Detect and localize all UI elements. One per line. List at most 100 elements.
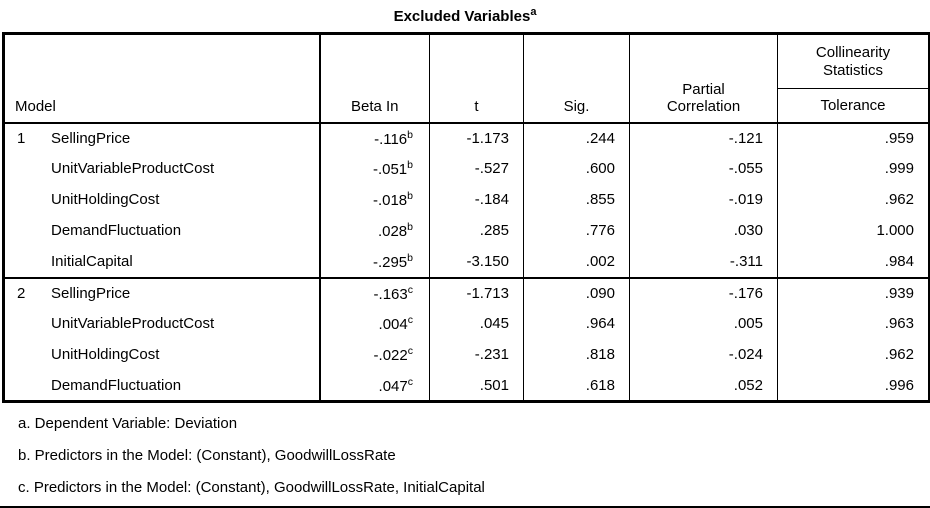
sig-cell: .776 xyxy=(523,215,630,247)
sig-cell: .600 xyxy=(523,153,630,185)
table-header: Model Beta In t Sig. Partial Correlation… xyxy=(3,33,930,123)
tolerance-cell: 1.000 xyxy=(777,215,930,247)
beta-in-footnote-marker: c xyxy=(407,375,413,388)
beta-in-value: .004 xyxy=(378,316,408,334)
table-row: DemandFluctuation .047c .501.618.052.996 xyxy=(4,370,930,402)
beta-in-cell: .004c xyxy=(318,308,430,340)
table-row: DemandFluctuation .028b .285.776.030 1.000 xyxy=(4,215,930,247)
tolerance-cell: .999 xyxy=(777,153,930,185)
beta-in-cell: -.163c xyxy=(318,276,430,309)
partial-correlation-cell: .030 xyxy=(629,215,778,247)
table-row: 1 SellingPrice -.116b -1.173.244 -.121.959 xyxy=(4,122,930,154)
tolerance-cell: .962 xyxy=(777,339,930,371)
footnotes: a. Dependent Variable: Deviation b. Pred… xyxy=(0,403,930,497)
t-cell: -1.713 xyxy=(429,276,524,309)
partial-correlation-cell: -.055 xyxy=(629,153,778,185)
model-variable-cell: 1 SellingPrice xyxy=(4,123,320,154)
partial-correlation-cell: -.019 xyxy=(629,184,778,216)
excluded-variables-table: Model Beta In t Sig. Partial Correlation… xyxy=(2,32,930,403)
model-variable-cell: InitialCapital xyxy=(4,247,320,278)
model-variable-cell: UnitVariableProductCost xyxy=(4,154,320,185)
t-cell: .501 xyxy=(429,370,524,402)
beta-in-footnote-marker: b xyxy=(407,251,413,264)
partial-correlation-cell: -.176 xyxy=(629,276,778,309)
variable-name: UnitHoldingCost xyxy=(51,191,160,209)
partial-correlation-cell: .005 xyxy=(629,308,778,340)
header-model: Model xyxy=(15,98,56,116)
variable-name: SellingPrice xyxy=(51,284,131,302)
variable-name: UnitHoldingCost xyxy=(51,346,160,364)
t-cell: -.527 xyxy=(429,153,524,185)
sig-cell: .964 xyxy=(523,308,630,340)
sig-cell: .618 xyxy=(523,370,630,402)
header-t: t xyxy=(429,33,524,123)
partial-correlation-cell: -.121 xyxy=(629,122,778,154)
header-row-top: Model Beta In t Sig. Partial Correlation… xyxy=(4,33,930,123)
table-row: UnitVariableProductCost .004c .045.964.005… xyxy=(4,308,930,340)
model-variable-cell: DemandFluctuation xyxy=(4,371,320,402)
beta-in-value: .047 xyxy=(378,377,408,395)
sig-cell: .002 xyxy=(523,246,630,278)
model-variable-cell: UnitHoldingCost xyxy=(4,185,320,216)
t-cell: .285 xyxy=(429,215,524,247)
footnote-b: b. Predictors in the Model: (Constant), … xyxy=(18,447,396,464)
partial-correlation-cell: -.311 xyxy=(629,246,778,278)
tolerance-cell: .939 xyxy=(777,276,930,309)
table-row: InitialCapital -.295b -3.150.002 -.311.984 xyxy=(4,246,930,278)
tolerance-cell: .962 xyxy=(777,184,930,216)
t-cell: -1.173 xyxy=(429,122,524,154)
beta-in-footnote-marker: c xyxy=(407,283,413,296)
beta-in-cell: -.018b xyxy=(318,184,430,216)
table-title-text: Excluded Variables xyxy=(393,8,531,25)
beta-in-cell: -.022c xyxy=(318,339,430,371)
sig-cell: .090 xyxy=(523,276,630,309)
footnote-a: a. Dependent Variable: Deviation xyxy=(18,415,238,432)
model-number: 1 xyxy=(17,129,26,147)
beta-in-footnote-marker: b xyxy=(407,221,413,234)
beta-in-value: -.116 xyxy=(374,130,408,148)
tolerance-cell: .959 xyxy=(777,122,930,154)
beta-in-cell: -.295b xyxy=(318,246,430,278)
header-sig: Sig. xyxy=(523,33,630,123)
sig-cell: .855 xyxy=(523,184,630,216)
beta-in-cell: .028b xyxy=(318,215,430,247)
header-tolerance: Tolerance xyxy=(777,88,930,123)
header-beta-in: Beta In xyxy=(318,33,430,123)
table-row: 2 SellingPrice -.163c -1.713.090 -.176.939 xyxy=(3,276,930,309)
beta-in-value: .028 xyxy=(377,223,408,241)
model-variable-cell: DemandFluctuation xyxy=(4,216,320,247)
beta-in-footnote-marker: c xyxy=(407,345,413,358)
table-title: Excluded Variablesa xyxy=(0,0,930,32)
beta-in-cell: .047c xyxy=(318,370,430,402)
table-row: UnitHoldingCost -.018b -.184.855 -.019.962 xyxy=(4,184,930,216)
variable-name: UnitVariableProductCost xyxy=(51,160,215,178)
header-partial-correlation: Partial Correlation xyxy=(629,33,778,123)
table-row: UnitVariableProductCost -.051b -.527.600 -.… xyxy=(4,153,930,185)
header-collinearity-statistics: Collinearity Statistics xyxy=(777,33,930,89)
tolerance-cell: .963 xyxy=(777,308,930,340)
header-collinearity-statistics-label: Collinearity Statistics xyxy=(815,44,891,79)
variable-name: DemandFluctuation xyxy=(51,222,182,240)
model-number: 2 xyxy=(17,284,26,302)
variable-name: SellingPrice xyxy=(51,129,131,147)
beta-in-value: -.295 xyxy=(372,253,408,271)
beta-in-value: -.018 xyxy=(372,192,408,210)
bottom-divider xyxy=(0,506,930,508)
tolerance-cell: .996 xyxy=(777,370,930,402)
partial-correlation-cell: -.024 xyxy=(629,339,778,371)
header-partial-correlation-label: Partial Correlation xyxy=(666,81,741,116)
t-cell: -3.150 xyxy=(429,246,524,278)
sig-cell: .244 xyxy=(523,122,630,154)
header-row-bottom: Tolerance xyxy=(4,88,930,123)
partial-correlation-cell: .052 xyxy=(629,370,778,402)
beta-in-value: -.163 xyxy=(373,285,408,303)
model-variable-cell: 2 SellingPrice xyxy=(3,276,320,309)
footnote-c: c. Predictors in the Model: (Constant), … xyxy=(18,479,485,496)
beta-in-footnote-marker: b xyxy=(407,128,413,141)
beta-in-footnote-marker: b xyxy=(407,190,413,203)
beta-in-value: -.051 xyxy=(372,161,408,179)
table-row: UnitHoldingCost -.022c -.231.818 -.024.962 xyxy=(4,339,930,371)
variable-name: DemandFluctuation xyxy=(51,376,182,394)
variable-name: UnitVariableProductCost xyxy=(51,315,215,333)
